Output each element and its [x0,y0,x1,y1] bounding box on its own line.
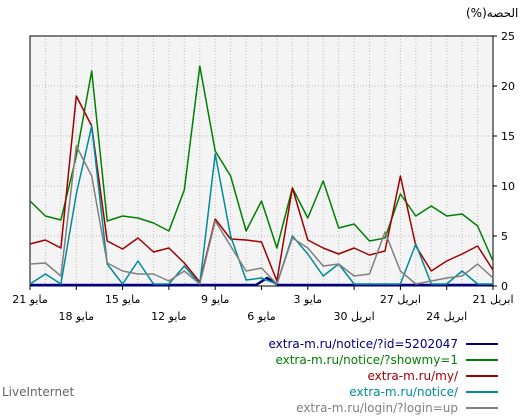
x-tick-label: 21 ابريل [472,293,513,306]
x-tick-label: 12 مايو [151,310,187,323]
series-line [30,276,493,287]
y-tick-label: 20 [501,80,515,93]
legend-item: extra-m.ru/notice/ [98,384,498,400]
series-line [29,145,494,285]
legend-swatch [466,359,498,361]
y-axis-label: الحصه(%) [466,6,519,20]
x-tick-label: 27 ابريل [380,293,421,306]
legend-label: extra-m.ru/notice/?id=5202047 [268,337,458,351]
footer-brand: LiveInternet [2,385,75,399]
series-line [29,65,494,262]
legend-label: extra-m.ru/notice/ [349,385,458,399]
chart-legend: extra-m.ru/notice/?id=5202047 extra-m.ru/… [98,336,498,416]
share-line-chart: 0 5 10 15 20 25 21 مايو 15 مايو 9 مايو 3 مايو 27 ا… [12,30,515,323]
x-tick-label: 18 مايو [59,310,95,323]
x-tick-label: 21 مايو [12,293,48,306]
x-tick-label: 24 ابريل [426,310,467,323]
legend-swatch [466,407,498,409]
legend-item: extra-m.ru/login/?login=up [98,400,498,416]
legend-swatch [466,391,498,393]
x-tick-label: 15 مايو [105,293,141,306]
legend-item: extra-m.ru/my/ [98,368,498,384]
legend-swatch [466,343,498,345]
y-tick-label: 25 [501,30,515,43]
y-tick-label: 5 [501,230,508,243]
legend-swatch [466,375,498,377]
legend-label: extra-m.ru/notice/?showmy=1 [275,353,458,367]
x-tick-label: 3 مايو [294,293,323,306]
legend-item: extra-m.ru/notice/?showmy=1 [98,352,498,368]
legend-label: extra-m.ru/my/ [367,369,458,383]
plot-area [30,36,493,286]
y-tick-label: 10 [501,180,515,193]
x-tick-label: 6 مايو [247,310,276,323]
series-line [29,125,493,285]
y-tick-label: 15 [501,130,515,143]
legend-label: extra-m.ru/login/?login=up [296,401,458,415]
x-tick-label: 30 ابريل [334,310,375,323]
legend-item: extra-m.ru/notice/?id=5202047 [98,336,498,352]
x-tick-label: 9 مايو [201,293,230,306]
y-tick-label: 0 [501,280,508,293]
